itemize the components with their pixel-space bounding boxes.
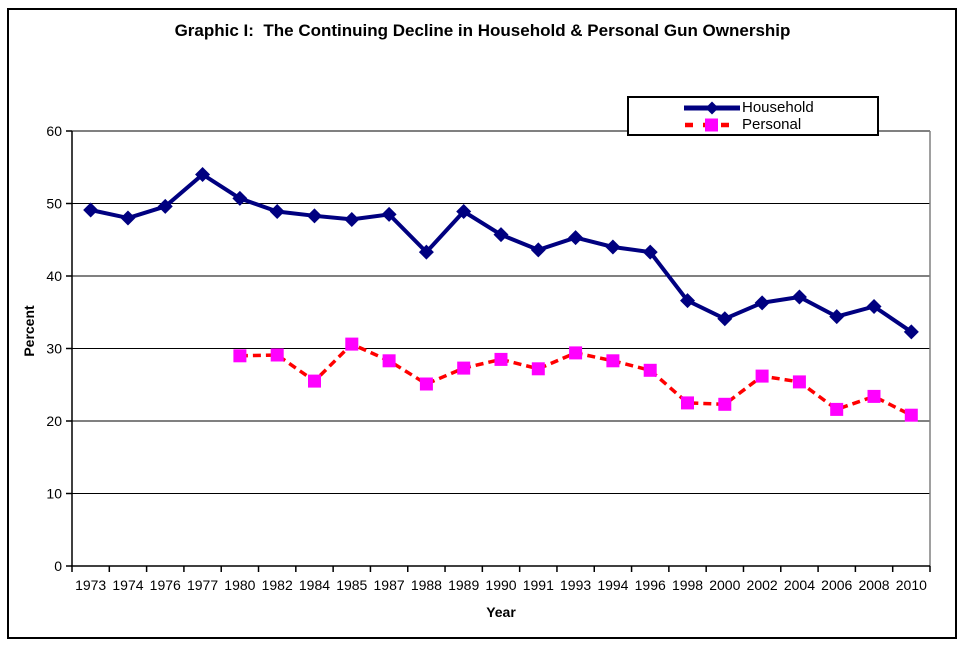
legend-item-personal: Personal [683,116,877,133]
x-tick-label: 2004 [784,577,815,593]
legend-label-household: Household [742,98,814,116]
household-marker [568,230,584,246]
household-marker [232,190,248,206]
personal-line-marker-swatch [685,118,739,131]
x-tick-label: 1977 [187,577,218,593]
personal-marker [643,363,657,377]
y-tick-label: 20 [46,413,62,429]
legend: Household Personal [627,96,879,136]
personal-marker [233,349,247,363]
x-tick-label: 1987 [374,577,405,593]
y-tick-label: 60 [46,123,62,139]
x-tick-label: 1976 [150,577,181,593]
y-tick-label: 10 [46,486,62,502]
x-tick-label: 1980 [224,577,255,593]
household-marker [83,202,99,218]
y-tick-label: 40 [46,268,62,284]
household-marker [120,210,136,226]
x-tick-label: 1998 [672,577,703,593]
personal-marker [345,337,359,351]
household-marker [418,244,434,260]
personal-marker [830,402,844,416]
x-tick-label: 1982 [262,577,293,593]
y-axis-title: Percent [21,305,37,357]
personal-marker [681,396,694,410]
x-tick-label: 2010 [896,577,927,593]
x-tick-label: 2002 [747,577,778,593]
x-tick-label: 1984 [299,577,330,593]
household-marker [306,208,322,224]
personal-marker [457,361,471,375]
legend-label-personal: Personal [742,115,802,133]
household-marker [605,239,621,255]
household-marker [195,167,211,182]
personal-marker [755,369,769,383]
household-marker [530,242,546,258]
household-marker [493,227,509,243]
household-marker [456,203,472,219]
household-marker [791,289,807,305]
x-tick-label: 2008 [858,577,889,593]
x-axis-title: Year [486,604,516,620]
personal-marker [531,362,545,376]
x-tick-label: 1973 [75,577,106,593]
household-marker [829,309,845,325]
x-tick-label: 2006 [821,577,852,593]
y-tick-label: 30 [46,341,62,357]
personal-marker [419,377,433,391]
x-tick-label: 2000 [709,577,740,593]
household-marker [642,244,658,260]
x-tick-label: 1988 [411,577,442,593]
x-tick-label: 1994 [597,577,628,593]
household-marker [754,295,770,311]
personal-marker [867,389,881,403]
personal-marker [308,374,321,388]
household-marker [903,324,919,340]
personal-marker [904,408,918,422]
x-tick-label: 1996 [635,577,666,593]
legend-item-household: Household [683,99,877,116]
x-tick-label: 1989 [448,577,479,593]
household-marker [344,211,360,227]
household-marker [717,311,733,327]
household-marker [866,298,882,314]
x-tick-label: 1985 [336,577,367,593]
x-tick-label: 1991 [523,577,554,593]
x-tick-label: 1993 [560,577,591,593]
household-line [90,172,913,334]
personal-marker [718,397,732,411]
x-tick-label: 1974 [112,577,143,593]
household-marker [680,293,696,309]
personal-marker [569,346,583,360]
household-marker [269,203,285,219]
x-tick-label: 1990 [485,577,516,593]
y-tick-label: 0 [54,558,62,574]
personal-marker [606,354,620,368]
personal-marker [494,352,508,366]
personal-marker [382,354,396,368]
household-line-marker-swatch [684,101,740,114]
y-tick-label: 50 [46,196,62,212]
chart-title: Graphic I: The Continuing Decline in Hou… [174,21,791,40]
household-marker [157,198,173,214]
personal-marker [792,375,806,389]
personal-marker [270,348,284,362]
household-marker [381,206,397,222]
